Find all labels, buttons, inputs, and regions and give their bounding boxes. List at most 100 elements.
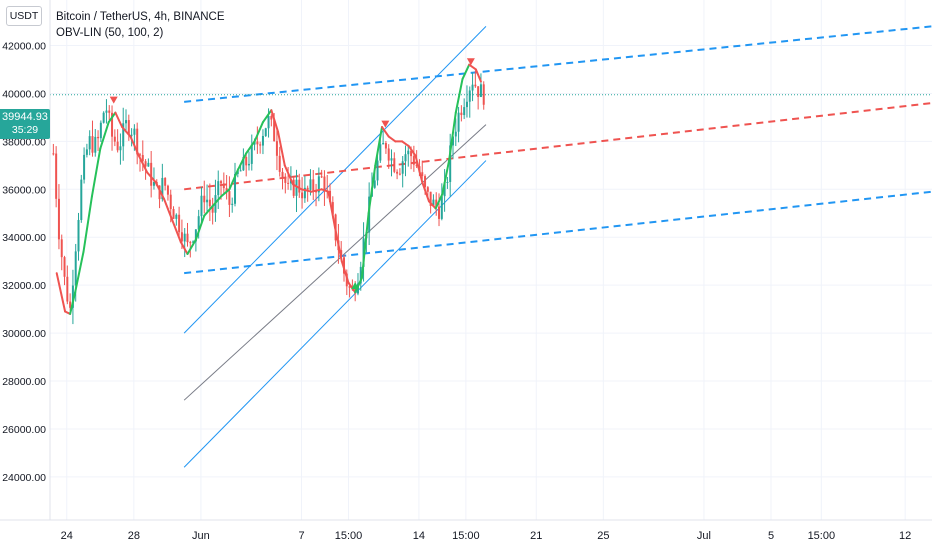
- last-price-badge: 39944.93 35:29: [0, 109, 50, 139]
- candle-body: [415, 164, 418, 167]
- candle-body: [301, 192, 304, 199]
- obv-segment: [441, 159, 451, 196]
- candle-body: [295, 179, 298, 196]
- candle-body: [220, 181, 223, 184]
- candle-body: [208, 199, 211, 207]
- candle-body: [287, 182, 290, 184]
- candle-body: [247, 163, 250, 166]
- candle-body: [446, 181, 449, 183]
- sell-signal-arrow: [109, 96, 118, 104]
- candle-body: [147, 162, 150, 167]
- candle-body: [166, 185, 169, 195]
- time-tick-label: 15:00: [335, 530, 363, 542]
- obv-segment: [261, 109, 273, 124]
- obv-segment: [427, 200, 437, 210]
- time-axis-bg: [0, 520, 932, 550]
- obv-segment: [310, 188, 323, 193]
- candle-body: [83, 154, 86, 180]
- candle-body: [222, 183, 225, 189]
- candle-body: [404, 154, 407, 162]
- obv-segment: [163, 197, 174, 222]
- candle-body: [225, 188, 228, 192]
- obv-segment: [245, 140, 256, 155]
- candle-body: [401, 161, 404, 174]
- candle-body: [55, 153, 58, 199]
- candle-body: [52, 153, 55, 155]
- sell-signal-arrow: [381, 120, 390, 128]
- candle-body: [412, 156, 415, 165]
- obv-segment: [367, 164, 377, 215]
- candle-body: [320, 176, 323, 178]
- candle-body: [116, 141, 119, 151]
- candle-body: [152, 182, 155, 186]
- candle-body: [443, 182, 446, 197]
- candle-body: [440, 196, 443, 219]
- time-tick-label: 21: [530, 530, 542, 542]
- candle-body: [69, 301, 72, 308]
- candle-body: [119, 146, 122, 151]
- candle-body: [449, 145, 452, 182]
- time-tick-label: 5: [768, 530, 774, 542]
- candle-body: [250, 144, 253, 164]
- candle-body: [239, 170, 242, 172]
- candle-body: [303, 187, 306, 199]
- obv-segment: [211, 195, 223, 208]
- candle-body: [407, 150, 410, 155]
- candle-body: [382, 143, 385, 145]
- obv-segment: [129, 135, 140, 157]
- candle-body: [189, 242, 192, 244]
- candle-body: [284, 177, 287, 183]
- candle-body: [217, 181, 220, 196]
- price-axis[interactable]: 42000.00 40000.00 38000.00 36000.00 34000.00…: [2, 41, 46, 484]
- grid: [50, 0, 932, 520]
- obv-segment: [186, 238, 197, 256]
- candle-body: [231, 203, 234, 205]
- time-axis[interactable]: 24 28 Jun 7 15:00 14 15:00 21 25 Jul 5 15:00 12: [61, 530, 912, 542]
- candle-body: [312, 179, 315, 191]
- candle-body: [206, 199, 209, 203]
- candle-body: [161, 177, 164, 200]
- obv-segment: [414, 154, 424, 184]
- obv-segment: [82, 195, 93, 253]
- price-tick-label: 40000.00: [2, 88, 46, 100]
- candle-body: [281, 171, 284, 178]
- candle-body: [211, 206, 214, 213]
- obv-segment: [99, 121, 110, 150]
- candle-body: [468, 90, 471, 102]
- indicator-title: OBV-LIN (50, 100, 2): [56, 27, 164, 39]
- time-tick-label: 7: [298, 530, 304, 542]
- candle-body: [410, 150, 413, 157]
- price-tick-label: 34000.00: [2, 232, 46, 244]
- obv-segment: [401, 140, 410, 148]
- candle-body: [267, 116, 270, 129]
- obv-segment: [74, 250, 85, 294]
- price-tick-label: 32000.00: [2, 280, 46, 292]
- candle-body: [256, 141, 259, 145]
- time-tick-label: 25: [597, 530, 609, 542]
- candle-body: [105, 110, 108, 113]
- symbol-title: Bitcoin / TetherUS, 4h, BINANCE: [56, 11, 225, 23]
- price-tick-label: 36000.00: [2, 184, 46, 196]
- obv-segment: [292, 183, 303, 191]
- obv-segment: [277, 130, 286, 167]
- candle-body: [175, 214, 178, 219]
- regression-channel: [183, 26, 487, 468]
- candle-body: [373, 180, 376, 188]
- obv-segment: [434, 193, 444, 210]
- currency-button[interactable]: USDT: [6, 6, 42, 26]
- candle-body: [138, 154, 141, 156]
- candle-body: [398, 173, 401, 175]
- candle-body: [379, 144, 382, 161]
- candle-body: [479, 84, 482, 97]
- obv-segment: [474, 68, 482, 83]
- candle-body: [331, 202, 334, 215]
- candle-body: [178, 214, 181, 233]
- candle-body: [426, 187, 429, 192]
- time-tick-label: Jun: [192, 530, 210, 542]
- buy-signal-arrow: [351, 282, 360, 290]
- candle-body: [471, 84, 474, 91]
- candle-body: [275, 141, 278, 156]
- obv-segment: [334, 226, 343, 263]
